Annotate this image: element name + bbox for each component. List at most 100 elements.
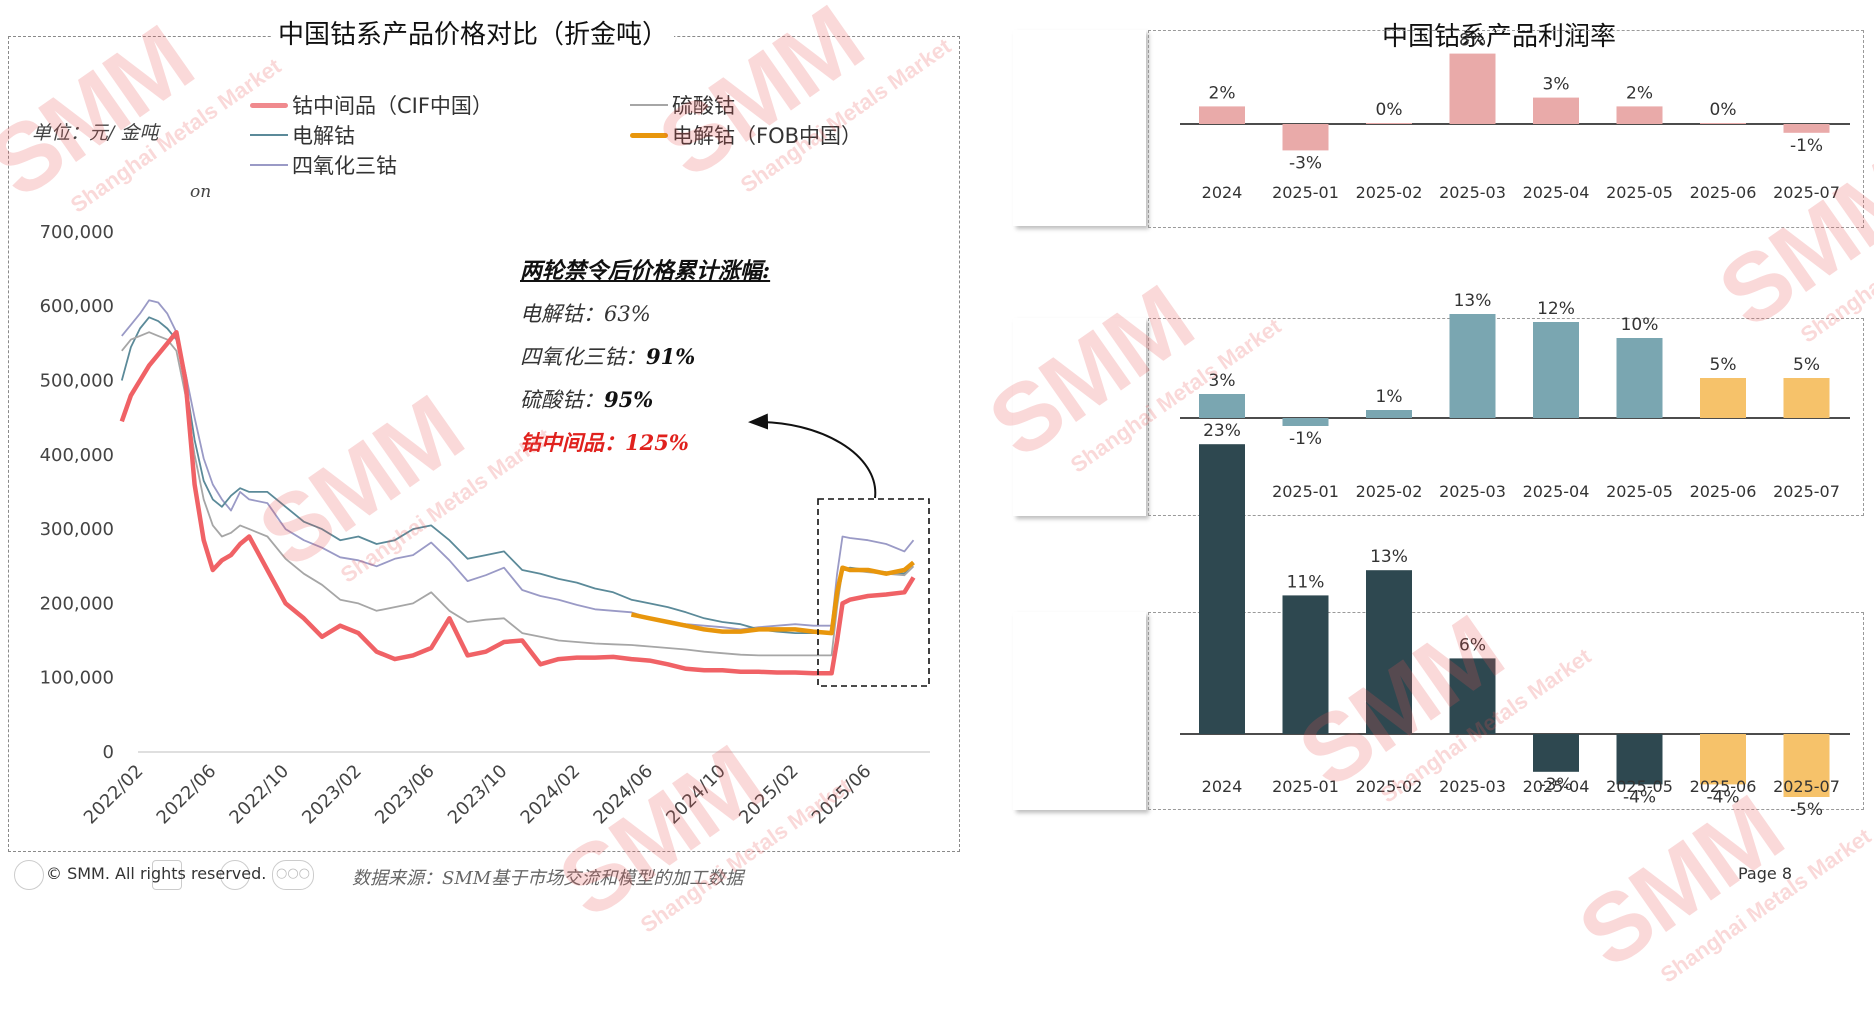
legend-swatch — [630, 132, 668, 138]
stray-text: on — [190, 182, 212, 202]
right-chart-title: 中国钴系产品利润率 — [1382, 22, 1617, 52]
bar — [1533, 322, 1579, 418]
bar-category-label: 2025-01 — [1272, 482, 1339, 501]
legend-item-electrolytic-cobalt-fob[interactable]: 电解钴（FOB中国） — [630, 120, 862, 150]
legend-swatch — [630, 104, 668, 106]
bar-data-label: -1% — [1790, 136, 1823, 156]
bar-data-label: -5% — [1790, 800, 1823, 820]
bar-category-label: 2025-07 — [1773, 777, 1840, 796]
legend-label: 钴中间品（CIF中国） — [292, 94, 493, 118]
bar-category-label: 2025-03 — [1439, 183, 1506, 202]
annotation-name: 钴中间品： — [520, 430, 625, 455]
bar — [1616, 338, 1663, 418]
bar-data-label: 5% — [1710, 355, 1737, 375]
series-line — [120, 316, 915, 634]
bar-data-label: -4% — [1623, 787, 1656, 807]
bar — [1366, 410, 1412, 418]
legend-swatch — [250, 134, 288, 136]
bar — [1616, 106, 1663, 124]
bar-data-label: -3% — [1539, 775, 1572, 795]
bar-category-label: 2025-01 — [1272, 777, 1339, 796]
legend-item-electrolytic-cobalt[interactable]: 电解钴 — [250, 120, 355, 150]
legend-item-intermediate[interactable]: 钴中间品（CIF中国） — [250, 90, 493, 120]
series-line — [119, 329, 916, 676]
bar — [1282, 595, 1329, 734]
panel-label-text: 三钴 — [1054, 430, 1105, 459]
annotation-line-electrolytic: 电解钴：63% — [520, 298, 651, 328]
bar — [1616, 734, 1663, 785]
bar-data-label: 0% — [1376, 100, 1403, 120]
series-line — [121, 331, 915, 657]
bar-category-label: 2025-03 — [1439, 482, 1506, 501]
zoom-icon[interactable] — [220, 860, 250, 890]
bar-category-label: 2025-05 — [1606, 482, 1673, 501]
bar — [1700, 378, 1746, 418]
annotation-value: 63% — [604, 302, 651, 326]
more-options-icon[interactable]: ○○○ — [272, 860, 314, 890]
nav-back-icon[interactable] — [14, 860, 44, 890]
panel-frame-cobalt-oxide — [1148, 318, 1864, 516]
annotation-line-sulfate: 硫酸钴：95% — [520, 384, 653, 414]
legend-swatch — [250, 164, 288, 166]
bar — [1449, 314, 1496, 418]
legend-label: 硫酸钴 — [672, 94, 735, 118]
bar-data-label: 13% — [1370, 547, 1408, 567]
series-line — [630, 560, 915, 636]
bar — [1199, 106, 1245, 124]
bar-data-label: 12% — [1537, 299, 1575, 319]
y-tick-label: 200,000 — [40, 593, 114, 614]
bar-category-label: 2025-05 — [1606, 777, 1673, 796]
left-chart-title: 中国钴系产品价格对比（折金吨） — [272, 14, 675, 51]
bar-data-label: 3% — [1543, 75, 1570, 95]
y-axis: 0 100,000 200,000 300,000 400,000 500,000 600,… — [40, 222, 930, 763]
legend-label: 电解钴 — [292, 124, 355, 148]
bar-category-label: 2025-06 — [1690, 777, 1757, 796]
bar-category-label: 2025-07 — [1773, 183, 1840, 202]
bar — [1533, 97, 1579, 124]
legend-label: 电解钴（FOB中国） — [672, 124, 863, 148]
bar-data-label: 2% — [1209, 83, 1236, 103]
legend-label: 四氧化三钴 — [292, 154, 397, 178]
slide-view-icon[interactable] — [152, 860, 182, 890]
bar — [1783, 378, 1830, 418]
legend-item-cobalt-oxide[interactable]: 四氧化三钴 — [250, 150, 397, 180]
bar — [1366, 570, 1412, 734]
annotation-title: 两轮禁令后价格累计涨幅: — [520, 258, 771, 284]
annotation-value: 95% — [604, 387, 654, 412]
annotation-arrow — [748, 413, 877, 499]
annotation-line-oxide: 四氧化三钴：91% — [520, 341, 695, 371]
highlight-box — [817, 498, 930, 687]
data-source: 数据来源：SMM基于市场交流和模型的加工数据 — [352, 868, 744, 889]
bar-category-label: 2024 — [1202, 183, 1243, 202]
panel-frame-cobalt-sulfate — [1148, 30, 1864, 228]
bar — [1282, 418, 1329, 426]
bar — [1366, 123, 1412, 124]
price-series — [119, 299, 916, 676]
bar — [1449, 658, 1496, 734]
legend-item-cobalt-sulfate[interactable]: 硫酸钴 — [630, 90, 735, 120]
bar — [1783, 124, 1830, 133]
margin-bar-charts: 2% 2024 -3% 2025-01 0% 2025-02 8% 2025-03 3% 2025… — [1180, 31, 1850, 820]
bar-data-label: 6% — [1459, 635, 1486, 655]
bar-chart-cobalt-sulfate: 2% 2024 -3% 2025-01 0% 2025-02 8% 2025-03 3% 2025… — [1180, 31, 1850, 202]
bar-data-label: 8% — [1459, 31, 1486, 51]
bar-data-label: 13% — [1454, 291, 1492, 311]
annotation-value: 125% — [625, 430, 689, 455]
annotation-name: 电解钴： — [520, 302, 604, 326]
bar-category-label: 2025-04 — [1523, 183, 1590, 202]
page-number: Page 8 — [1738, 864, 1792, 883]
y-tick-label: 700,000 — [40, 222, 114, 243]
bar — [1700, 734, 1746, 785]
unit-label: 单位：元/ 金吨 — [32, 122, 159, 144]
bar-data-label: -3% — [1289, 153, 1322, 173]
bar-category-label: 2025-04 — [1523, 482, 1590, 501]
bar-category-label: 2025-06 — [1690, 183, 1757, 202]
bar-category-label: 2025-04 — [1523, 777, 1590, 796]
bar-data-label: 1% — [1376, 387, 1403, 407]
y-tick-label: 300,000 — [40, 519, 114, 540]
bar-data-label: 0% — [1710, 100, 1737, 120]
y-tick-label: 600,000 — [40, 296, 114, 317]
panel-label-text: 四氧化 — [1041, 374, 1117, 403]
footer-icon-row: ○○○ — [14, 858, 314, 890]
